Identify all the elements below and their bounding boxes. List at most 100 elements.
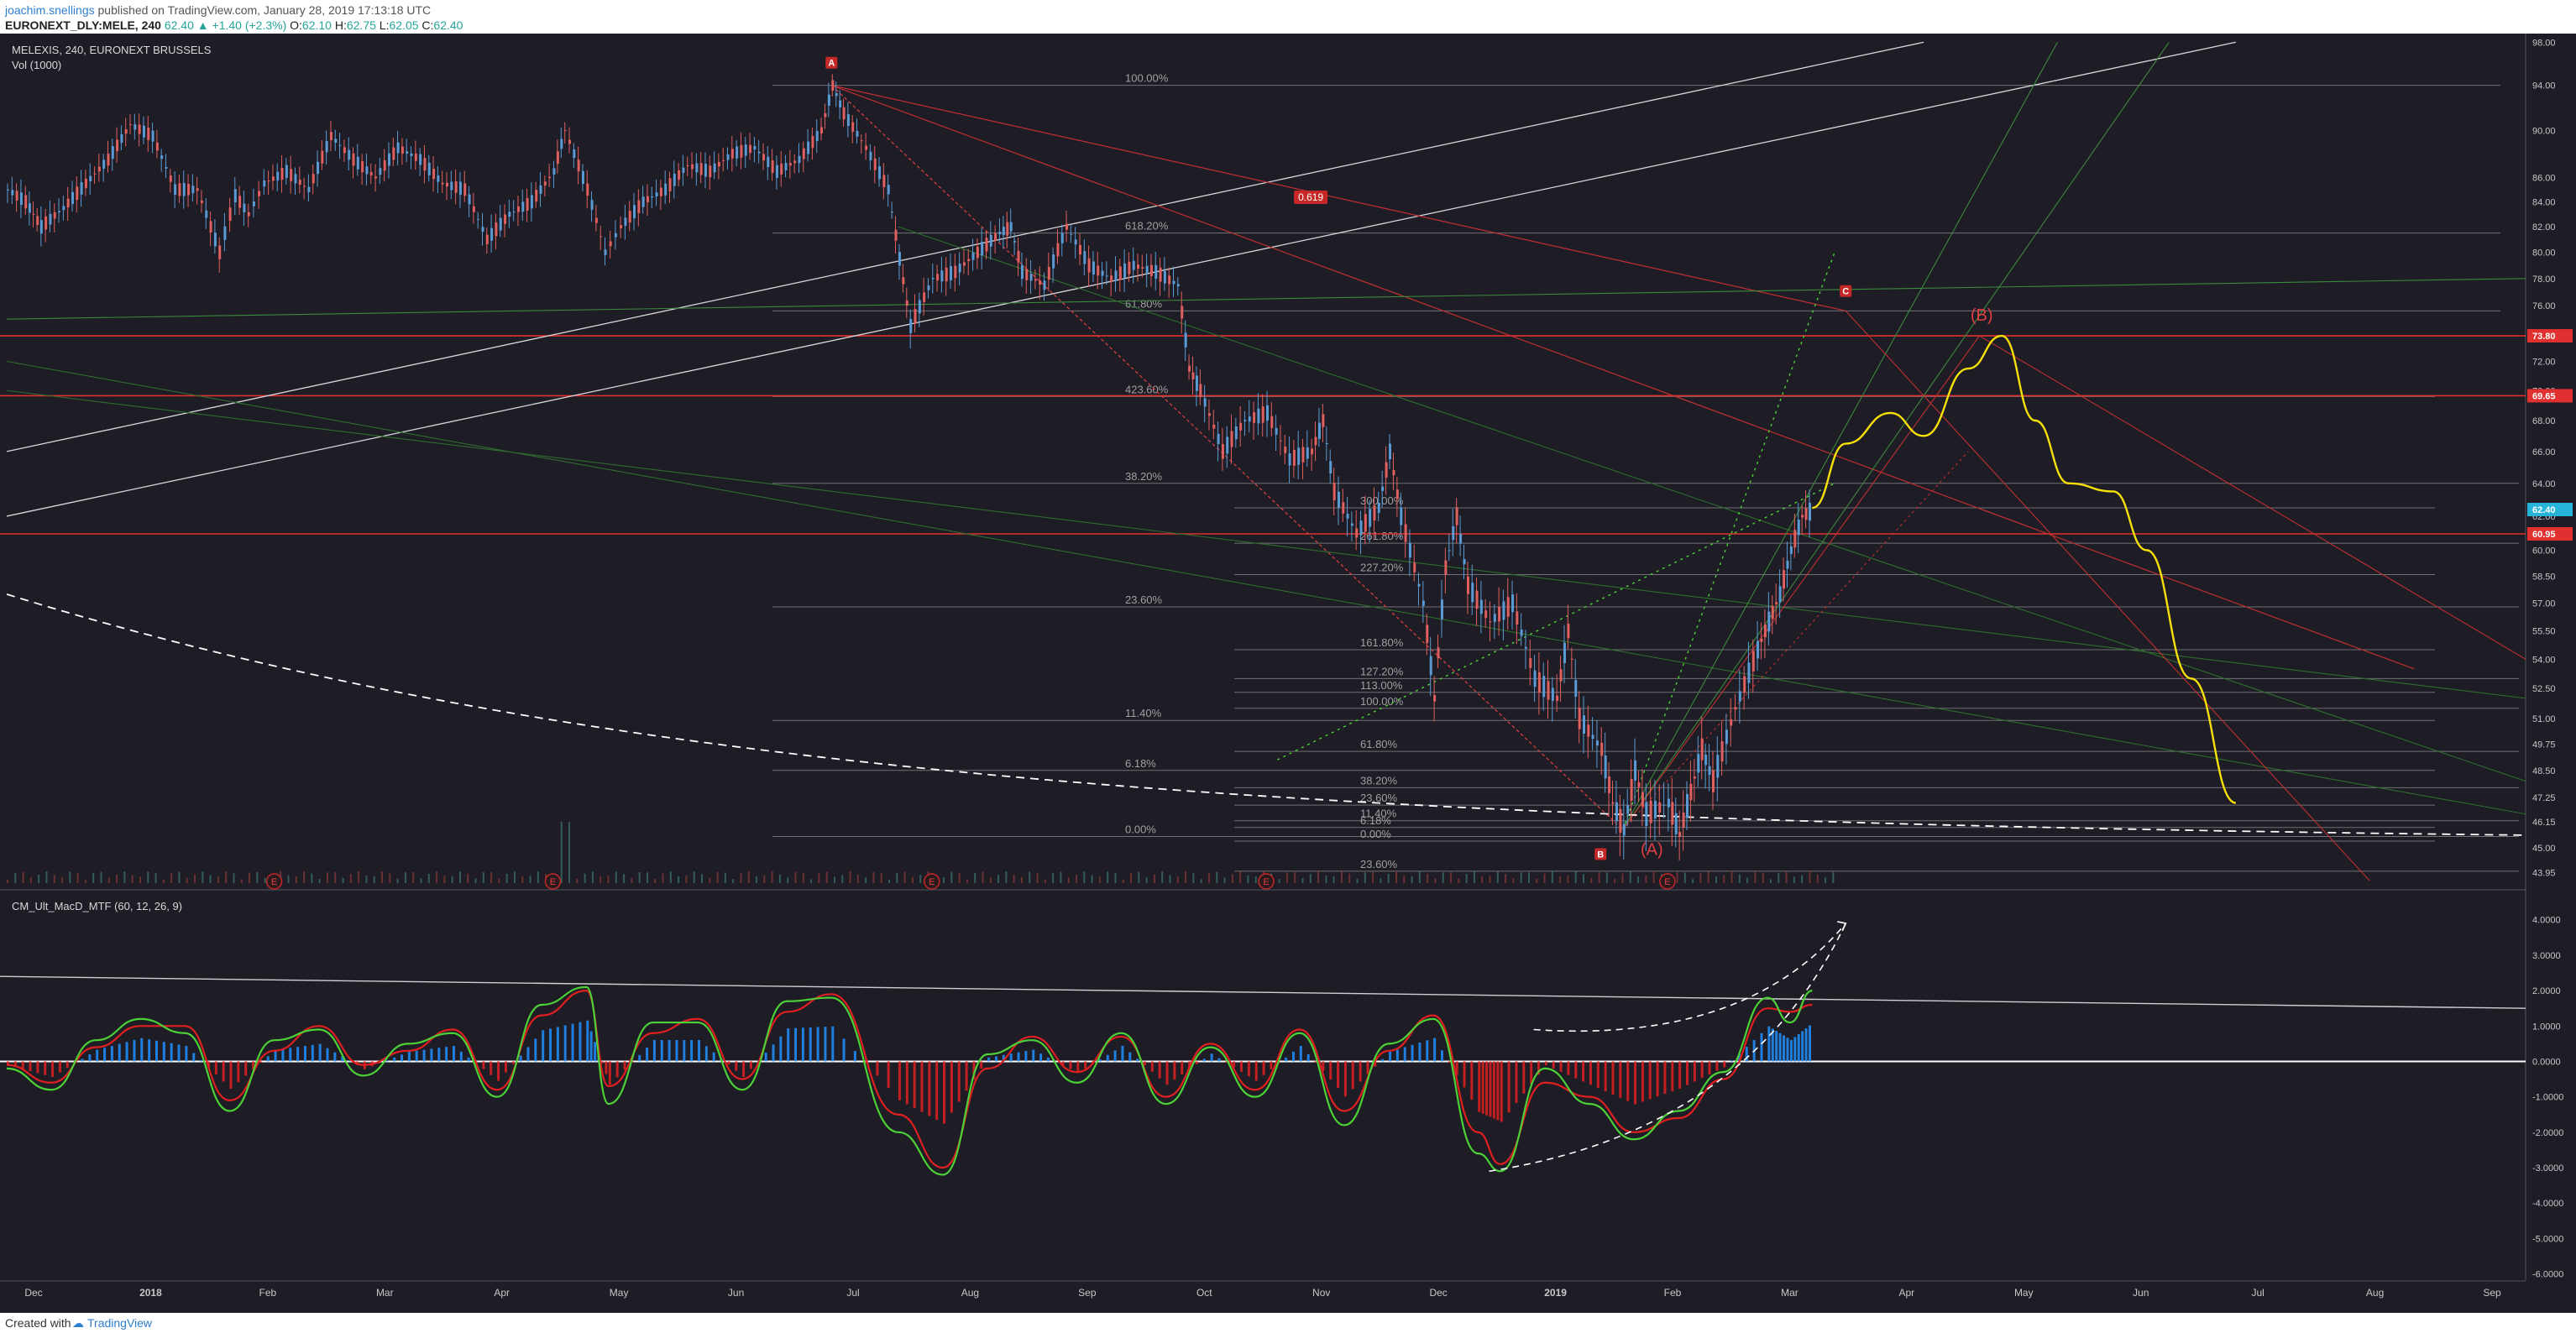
candle-body <box>1615 802 1618 822</box>
tradingview-link[interactable]: TradingView <box>87 1316 153 1330</box>
volume-bar <box>1364 872 1366 883</box>
macd-histogram-bar <box>133 1039 136 1062</box>
macd-histogram-bar <box>296 1047 300 1062</box>
macd-layer <box>0 921 2526 1176</box>
macd-histogram-bar <box>430 1048 433 1062</box>
fib-level-label: 423.60% <box>1125 383 1169 395</box>
candle-body <box>1700 738 1704 761</box>
candle-body <box>699 163 703 175</box>
candle-body <box>691 164 694 170</box>
volume-bar <box>1130 872 1133 883</box>
volume-bar <box>1356 878 1359 883</box>
green-fan-line <box>898 226 2526 782</box>
candle-body <box>1693 776 1696 779</box>
candle-body <box>831 80 835 91</box>
price-tick-label: 54.00 <box>2532 655 2556 665</box>
volume-bar <box>1185 871 1187 883</box>
volume-bar <box>1294 871 1296 883</box>
fib-level-label: 38.20% <box>1360 774 1398 787</box>
macd-histogram-bar <box>1039 1053 1043 1062</box>
macd-histogram-bar <box>772 1044 775 1062</box>
candle-body <box>39 220 43 234</box>
candle-body <box>1154 264 1158 280</box>
close-label: C: <box>421 18 434 32</box>
candle-body <box>1039 280 1042 285</box>
event-marker-label: E <box>550 877 556 887</box>
candle-body <box>909 319 913 333</box>
macd-histogram-bar <box>542 1030 545 1062</box>
price-tick-label: 68.00 <box>2532 416 2556 426</box>
volume-bar <box>1551 871 1553 883</box>
time-tick-label: Feb <box>1664 1287 1682 1299</box>
macd-histogram-bar <box>459 1051 463 1062</box>
volume-bar <box>778 874 781 883</box>
symbol-name: EURONEXT_DLY:MELE, 240 <box>5 18 161 32</box>
macd-histogram-bar <box>675 1039 678 1062</box>
event-marker-label: E <box>1263 877 1269 887</box>
macd-histogram-bar <box>281 1048 285 1062</box>
candle-body <box>1763 624 1767 638</box>
volume-bar <box>1380 878 1382 883</box>
macd-histogram-bar <box>853 1051 856 1062</box>
volume-bar <box>1114 873 1117 883</box>
tradingview-logo-icon[interactable]: ☁ <box>72 1316 84 1330</box>
volume-bar <box>974 872 976 883</box>
volume-bar <box>7 880 8 883</box>
candle-body <box>1392 469 1395 476</box>
macd-histogram-bar <box>950 1061 953 1113</box>
candle-body <box>1047 266 1050 280</box>
candle-body <box>1433 695 1437 702</box>
macd-histogram-bar <box>65 1061 69 1069</box>
macd-histogram-bar <box>1158 1061 1161 1079</box>
volume-bar <box>1411 876 1413 883</box>
candle-body <box>32 213 35 215</box>
macd-histogram-bar <box>623 1061 626 1070</box>
candle-body <box>53 212 56 219</box>
macd-histogram-bar <box>980 1061 983 1069</box>
candle-body <box>936 274 940 281</box>
chart-area[interactable]: 98.00 94.00 90.00 86.00 84.00 82.00 80.00 78.00… <box>0 34 2576 1313</box>
candle-body <box>1141 267 1144 269</box>
long-term-dashed-curve <box>6 593 2526 836</box>
volume-bar <box>29 876 32 883</box>
volume-bar <box>1481 876 1484 883</box>
candle-body <box>1385 462 1388 478</box>
candle-body <box>174 184 177 196</box>
price-tick-label: 84.00 <box>2532 197 2556 207</box>
macd-histogram-bar <box>887 1061 890 1089</box>
volume-bar <box>584 873 586 883</box>
price-tick-label: 58.50 <box>2532 572 2556 583</box>
event-marker-label: E <box>929 877 935 887</box>
candle-body <box>1559 669 1563 682</box>
volume-bar <box>186 877 188 883</box>
candle-body <box>1350 523 1353 526</box>
volume-bar <box>1161 871 1164 883</box>
candle-body <box>1364 514 1367 532</box>
candle-body <box>134 123 137 130</box>
macd-histogram-bar <box>1522 1061 1526 1094</box>
macd-histogram-bar <box>1002 1054 1005 1062</box>
volume-bar <box>1145 877 1148 883</box>
macd-histogram-bar <box>1374 1061 1377 1067</box>
macd-histogram-bar <box>88 1053 92 1062</box>
candle-body <box>530 195 533 209</box>
author-link[interactable]: joachim.snellings <box>5 3 95 17</box>
candle-body <box>432 168 436 180</box>
volume-bar <box>685 875 688 883</box>
candle-body <box>93 173 97 175</box>
chart-svg[interactable]: 98.00 94.00 90.00 86.00 84.00 82.00 80.00 78.00… <box>0 34 2576 1313</box>
volume-bar <box>1676 871 1678 883</box>
candle-body <box>1448 550 1451 551</box>
macd-histogram-bar <box>831 1026 835 1062</box>
candle-body <box>1128 261 1131 274</box>
price-badge: 62.40 <box>2532 505 2556 515</box>
macd-histogram-bar <box>437 1048 441 1062</box>
candle-body <box>258 191 261 196</box>
candle-body <box>1809 502 1812 521</box>
macd-histogram-bar <box>1500 1061 1503 1122</box>
event-marker-icon <box>924 873 940 890</box>
candle-body <box>1270 416 1274 428</box>
candle-body <box>1288 453 1291 466</box>
volume-bar <box>513 871 516 883</box>
candle-body <box>116 139 119 152</box>
